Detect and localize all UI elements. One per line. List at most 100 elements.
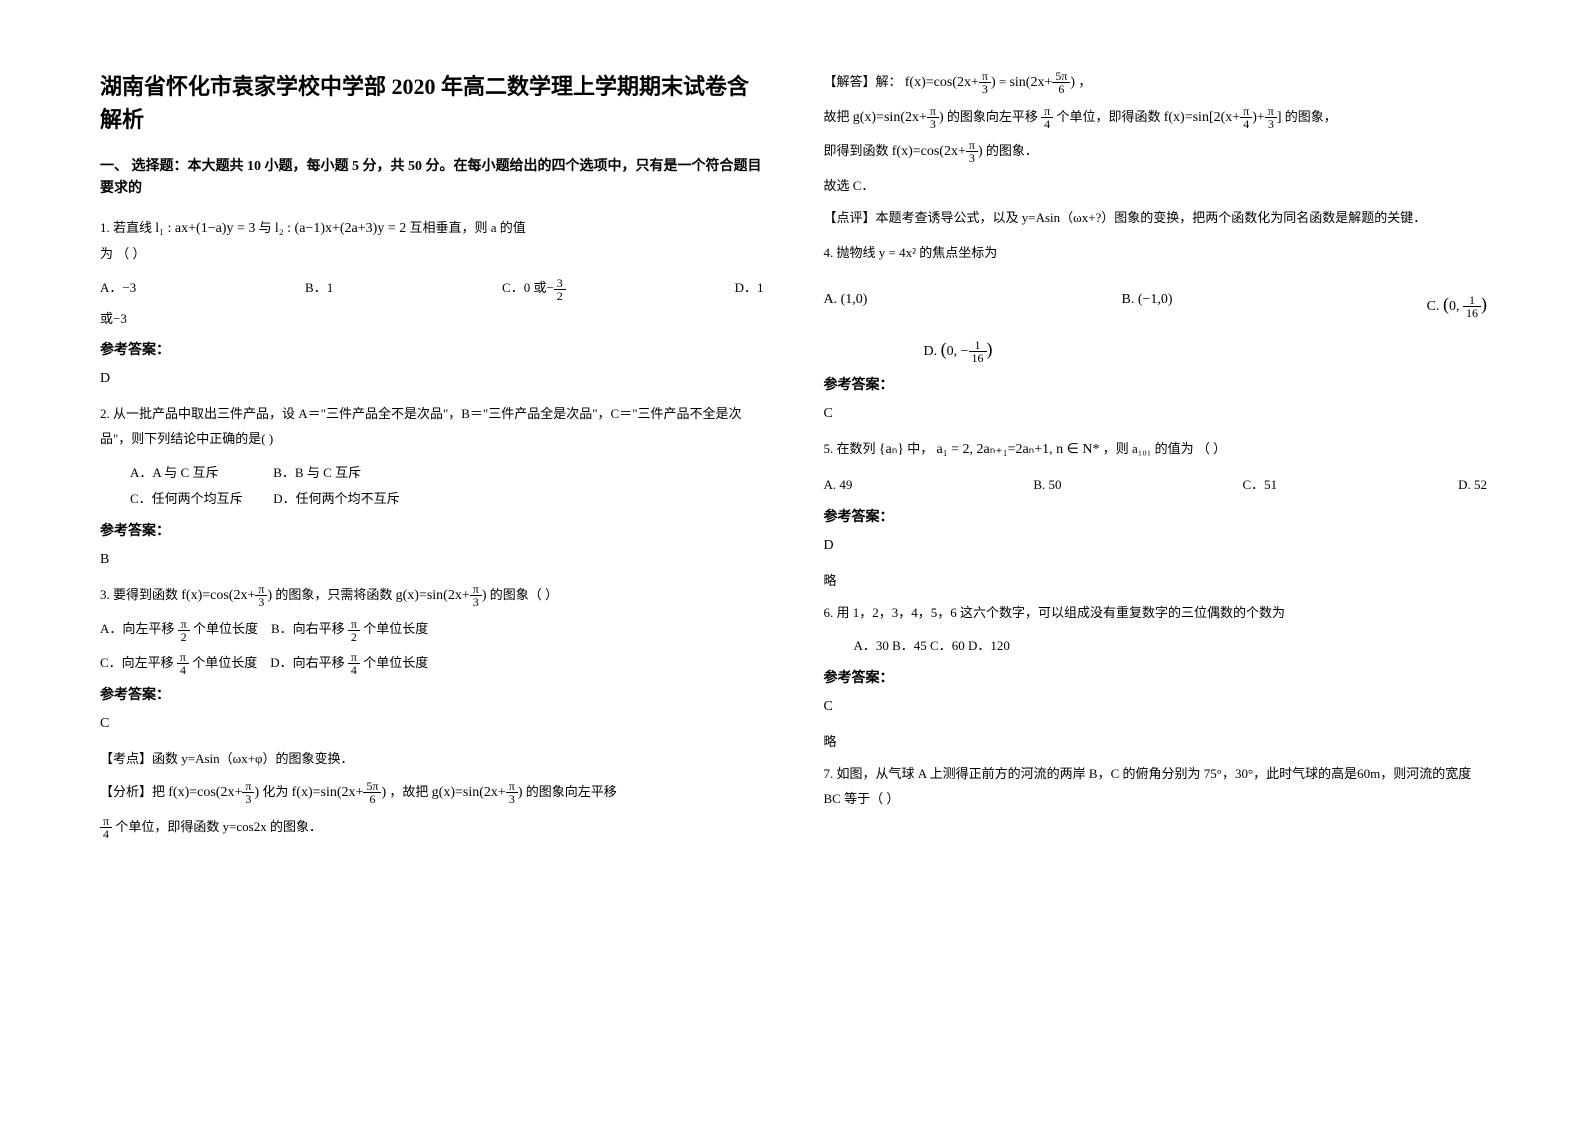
question-7: 7. 如图，从气球 A 上测得正前方的河流的两岸 B，C 的俯角分别为 75°，… [824, 762, 1488, 811]
sol-eq: = [999, 74, 1010, 89]
q4-optB: B. (−1,0) [1122, 286, 1173, 322]
solution-line4: 故选 C． [824, 174, 1488, 199]
q1-formula1: l₁ : ax+(1−a)y = 3 [155, 221, 255, 236]
f-prefix: f(x)=cos(2x+ [181, 588, 255, 603]
q1-line2: 为 （ ） [100, 246, 146, 261]
frac-den: 4 [348, 664, 360, 676]
opt-suffix: 个单位长度 [189, 655, 257, 670]
q1-options: A．−3 B．1 C．0 或−32 D．1 [100, 275, 764, 302]
solution-line3: 即得到函数 f(x)=cos(2x+π3) 的图象． [824, 139, 1488, 166]
question-1: 1. 若直线 l₁ : ax+(1−a)y = 3 与 l₂ : (a−1)x+… [100, 216, 764, 267]
q5-seq: {aₙ} [879, 442, 904, 457]
sol-f2: sin(2x+ [1009, 75, 1052, 90]
frac-den: 3 [255, 596, 267, 608]
q3-fenxi: 【分析】把 f(x)=cos(2x+π3) 化为 f(x)=sin(2x+5π6… [100, 780, 764, 807]
answer-label: 参考答案： [100, 339, 764, 359]
fenxi-mid2: ，故把 [389, 784, 428, 799]
frac-den: 6 [1052, 83, 1070, 95]
question-3: 3. 要得到函数 f(x)=cos(2x+π3) 的图象，只需将函数 g(x)=… [100, 583, 764, 610]
opt-suffix: 个单位长度 [360, 621, 428, 636]
q3-fenxi-line2: π4 个单位，即得函数 y=cos2x 的图象． [100, 815, 764, 841]
fenxi-suffix: 的图象向左平移 [526, 784, 617, 799]
frac-den: 2 [178, 631, 190, 643]
f-suffix: ) [267, 588, 272, 603]
frac-den: 4 [1240, 118, 1252, 130]
q5-optB: B. 50 [1033, 472, 1061, 498]
q1-prefix: 1. 若直线 [100, 220, 152, 235]
q5-note: 略 [824, 569, 1488, 594]
q4-optC: C. (0, 116) [1427, 286, 1487, 322]
q1-optC-prefix: C．0 或− [502, 280, 554, 295]
q2-options-ab: A．A 与 C 互斥 B．B 与 C 互斥 [130, 460, 764, 486]
q6-options: A．30 B．45 C．60 D．120 [854, 634, 1488, 659]
q5-optD: D. 52 [1458, 472, 1487, 498]
frac-den: 6 [363, 793, 381, 805]
sol-l3-f: f(x)=cos(2x+ [892, 144, 966, 159]
sol-f3-suffix: ] [1277, 110, 1282, 125]
opt-suffix: 个单位长度 [190, 621, 258, 636]
sol-l2-mid2: 个单位，即得函数 [1056, 109, 1160, 124]
q1-optA: A．−3 [100, 275, 136, 302]
q3-kaodian: 【考点】函数 y=Asin（ωx+φ）的图象变换． [100, 747, 764, 772]
frac-den: 4 [1041, 118, 1053, 130]
q3-prefix: 3. 要得到函数 [100, 587, 178, 602]
q1-answer: D [100, 371, 764, 387]
q1-formula2: l₂ : (a−1)x+(2a+3)y = 2 [275, 221, 406, 236]
q3-options-cd: C．向左平移 π4 个单位长度 D．向右平移 π4 个单位长度 [100, 651, 764, 677]
q2-answer: B [100, 552, 764, 568]
g-prefix: g(x)=sin(2x+ [396, 588, 470, 603]
frac-den: 2 [348, 631, 360, 643]
frac-num: π [470, 583, 482, 596]
frac-num: π [927, 105, 939, 118]
frac-den: 4 [177, 664, 189, 676]
frac-den: 3 [242, 793, 254, 805]
q3-mid: 的图象，只需将函数 [275, 587, 392, 602]
q2-optB: B．B 与 C 互斥 [273, 460, 413, 486]
frac-den: 3 [470, 596, 482, 608]
frac-den: 4 [100, 828, 112, 840]
sol-l2-suffix: 的图象， [1285, 109, 1337, 124]
sol-l2-mid: 的图象向左平移 [947, 109, 1041, 124]
q5-suffix: ，则 a₁₀₁ 的值为 （ ） [1103, 441, 1226, 456]
q6-note: 略 [824, 730, 1488, 755]
q5-mid: 中， [907, 441, 933, 456]
section-header: 一、 选择题：本大题共 10 小题，每小题 5 分，共 50 分。在每小题给出的… [100, 156, 764, 201]
q5-formula: a₁ = 2, 2aₙ₊₁=2aₙ+1, n ∈ N* [937, 442, 1100, 457]
question-2: 2. 从一批产品中取出三件产品，设 A＝"三件产品全不是次品"，B＝"三件产品全… [100, 402, 764, 451]
q1-optD: D．1 [735, 275, 764, 302]
q1-optB: B．1 [305, 275, 333, 302]
sol-l2-prefix: 故把 [824, 109, 850, 124]
frac-den: 3 [927, 118, 939, 130]
opt-prefix: C．向左平移 [100, 655, 177, 670]
sol-plus: )+ [1252, 110, 1265, 125]
q2-optC: C．任何两个均互斥 [130, 486, 270, 512]
question-5: 5. 在数列 {aₙ} 中， a₁ = 2, 2aₙ₊₁=2aₙ+1, n ∈ … [824, 437, 1488, 464]
frac-num: π [348, 618, 360, 631]
solution-dianping: 【点评】本题考查诱导公式，以及 y=Asin（ωx+?）图象的变换，把两个函数化… [824, 206, 1488, 231]
fenxi-line2-suffix: 个单位，即得函数 y=cos2x 的图象． [115, 819, 322, 834]
fenxi-mid1: 化为 [262, 784, 288, 799]
q3-optD: D．向右平移 π4 个单位长度 [270, 655, 428, 670]
q1-mid: 与 [259, 220, 275, 235]
q3-f1: f(x)=cos(2x+π3) [181, 588, 272, 603]
frac-den: 3 [966, 152, 978, 164]
answer-label: 参考答案： [100, 684, 764, 704]
q3-optA: A．向左平移 π2 个单位长度 [100, 621, 258, 636]
frac-den: 2 [554, 290, 566, 302]
document-title: 湖南省怀化市袁家学校中学部 2020 年高二数学理上学期期末试卷含解析 [100, 70, 764, 136]
g-suffix: ) [482, 588, 487, 603]
q2-options-cd: C．任何两个均互斥 D．任何两个均不互斥 [130, 486, 764, 512]
fenxi-prefix: 【分析】把 [100, 784, 165, 799]
q2-optA: A．A 与 C 互斥 [130, 460, 270, 486]
q4-text: 4. 抛物线 y = 4x² 的焦点坐标为 [824, 245, 998, 260]
q1-suffix: 互相垂直，则 a 的值 [409, 220, 525, 235]
sol-suffix1: ， [1078, 74, 1091, 89]
fenxi-f1: f(x)=cos(2x+ [168, 785, 242, 800]
fenxi-f2: f(x)=sin(2x+ [292, 785, 364, 800]
frac-den: 3 [1265, 118, 1277, 130]
answer-label: 参考答案： [100, 520, 764, 540]
answer-label: 参考答案： [824, 667, 1488, 687]
q6-answer: C [824, 699, 1488, 715]
q5-answer: D [824, 538, 1488, 554]
q4-options-abc: A. (1,0) B. (−1,0) C. (0, 116) [824, 286, 1488, 322]
